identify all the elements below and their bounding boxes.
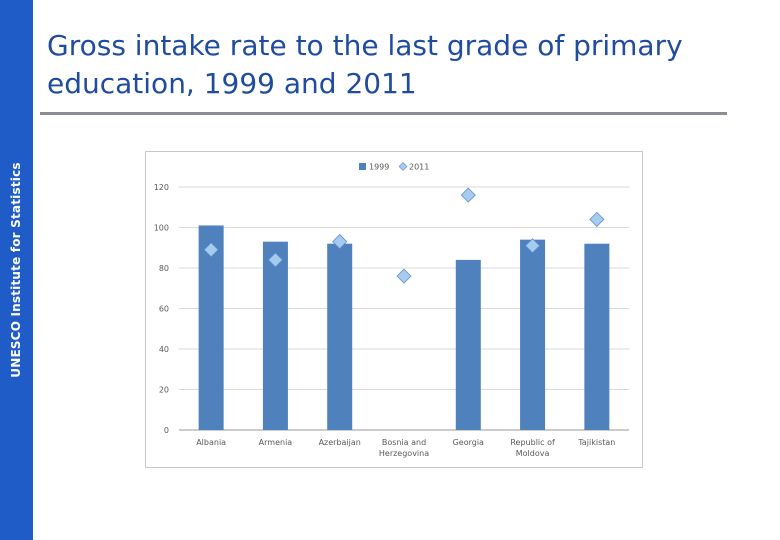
legend-swatch-2011 [398, 162, 408, 171]
legend-swatch-1999 [359, 163, 366, 170]
sidebar-label: UNESCO Institute for Statistics [9, 162, 23, 378]
bar-1999 [327, 243, 353, 430]
slide-title: Gross intake rate to the last grade of p… [47, 29, 683, 100]
y-tick-label: 120 [154, 183, 169, 192]
legend-label-1999: 1999 [369, 163, 389, 172]
markers-2011 [203, 187, 605, 284]
x-tick-label: Azerbaijan [319, 438, 361, 447]
y-tick-label: 40 [159, 345, 169, 354]
marker-2011 [525, 238, 541, 254]
marker-2011 [332, 234, 348, 250]
x-tick-label: Bosnia and [382, 438, 426, 447]
marker-2011 [460, 187, 476, 203]
x-tick-label: Armenia [259, 438, 293, 447]
bar-1999 [584, 243, 610, 430]
marker-2011 [396, 268, 412, 284]
bar-1999 [262, 241, 288, 430]
marker-2011 [203, 242, 219, 258]
bar-1999 [198, 225, 224, 430]
y-tick-label: 100 [154, 224, 169, 233]
y-tick-label: 20 [159, 386, 169, 395]
title-divider [40, 112, 727, 115]
y-tick-labels: 0 20 40 60 80 100 120 [154, 183, 169, 435]
y-tick-label: 60 [159, 305, 169, 314]
bars-1999 [198, 225, 610, 430]
x-tick-label: Albania [196, 438, 226, 447]
x-tick-label: Moldova [516, 449, 550, 458]
chart-border [145, 151, 643, 468]
bar-1999 [455, 259, 481, 430]
bar-1999 [520, 239, 546, 430]
legend: 1999 2011 [359, 162, 429, 172]
x-tick-label: Herzegovina [379, 449, 429, 458]
legend-label-2011: 2011 [409, 163, 429, 172]
marker-2011 [589, 211, 605, 227]
grid-lines [179, 186, 629, 431]
sidebar [0, 0, 33, 540]
x-tick-label: Republic of [510, 438, 555, 447]
x-tick-labels: Albania Armenia Azerbaijan Bosnia and Herzeg… [196, 438, 615, 458]
marker-2011 [267, 252, 283, 268]
chart: 0 20 40 60 80 100 120 Albania Armenia Azerbaijan… [145, 151, 643, 468]
y-tick-label: 80 [159, 264, 169, 273]
x-tick-label: Georgia [453, 438, 484, 447]
y-tick-label: 0 [164, 426, 169, 435]
x-tick-label: Tajikistan [577, 438, 615, 447]
